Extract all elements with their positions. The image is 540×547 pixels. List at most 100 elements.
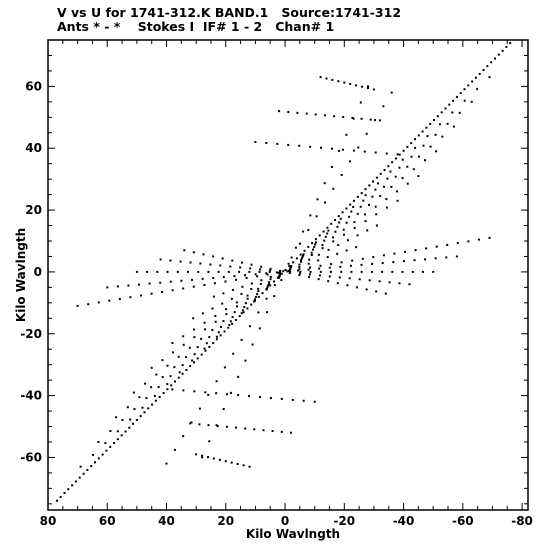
uv-point xyxy=(371,195,374,198)
uv-point xyxy=(150,292,153,295)
uv-point xyxy=(197,270,200,273)
uv-point xyxy=(384,292,387,295)
uv-point xyxy=(382,254,385,257)
uv-point xyxy=(248,270,251,273)
uv-point xyxy=(341,211,344,214)
uv-point xyxy=(391,161,394,164)
uv-point xyxy=(441,135,444,138)
uv-point xyxy=(309,266,311,269)
uv-point xyxy=(501,49,504,52)
uv-point xyxy=(109,445,112,448)
uv-point xyxy=(87,303,90,306)
uv-point xyxy=(290,256,293,259)
uv-point xyxy=(410,142,413,145)
uv-point xyxy=(323,182,326,185)
uv-point xyxy=(358,278,361,281)
uv-point xyxy=(296,111,299,114)
uv-point xyxy=(300,257,303,260)
uv-point xyxy=(456,242,459,245)
uv-point xyxy=(327,229,330,232)
uv-point xyxy=(244,302,247,305)
uv-point xyxy=(298,274,301,276)
uv-point xyxy=(315,241,317,244)
uv-point xyxy=(290,431,292,434)
uv-point xyxy=(299,253,302,256)
uv-point xyxy=(368,279,371,282)
uv-point xyxy=(139,415,142,418)
uv-point xyxy=(326,256,329,259)
uv-point xyxy=(312,248,314,251)
uv-point xyxy=(146,270,149,273)
uv-point xyxy=(222,292,225,295)
uv-point xyxy=(113,442,115,444)
uv-point xyxy=(345,207,348,210)
uv-point xyxy=(145,397,148,400)
uv-point xyxy=(105,449,108,452)
uv-point xyxy=(440,111,443,114)
uv-point xyxy=(332,187,335,190)
uv-point xyxy=(345,249,348,252)
uv-point xyxy=(181,364,184,367)
uv-point xyxy=(375,290,378,293)
uv-point xyxy=(177,355,180,358)
uv-point xyxy=(334,219,336,221)
uv-point xyxy=(422,144,425,147)
uv-point xyxy=(212,342,215,345)
uv-point xyxy=(353,226,356,229)
uv-point xyxy=(319,270,322,273)
uv-point xyxy=(104,442,107,445)
uv-point xyxy=(193,361,195,364)
uv-point xyxy=(332,236,334,239)
uv-point xyxy=(97,441,100,443)
x-tick-label: 80 xyxy=(40,514,57,528)
uv-point xyxy=(236,305,238,308)
uv-point xyxy=(280,397,283,400)
uv-point xyxy=(221,302,224,305)
uv-point xyxy=(280,272,283,275)
uv-point xyxy=(267,284,270,287)
uv-point xyxy=(494,57,496,60)
uv-point xyxy=(268,281,270,284)
uv-point xyxy=(226,393,229,396)
uv-point xyxy=(158,395,161,398)
uv-point xyxy=(155,373,158,376)
uv-point xyxy=(381,270,384,273)
uv-point xyxy=(448,103,451,106)
uv-point xyxy=(382,105,385,108)
uv-point xyxy=(101,453,104,456)
uv-point xyxy=(327,280,330,283)
uv-point xyxy=(147,407,150,410)
uv-point xyxy=(349,83,352,85)
uv-point xyxy=(115,416,118,419)
uv-point xyxy=(236,463,239,465)
uv-point xyxy=(253,298,256,301)
uv-point xyxy=(374,188,377,191)
y-tick-label: -20 xyxy=(20,327,42,341)
uv-point xyxy=(144,382,147,385)
uv-point xyxy=(505,45,508,48)
uv-point xyxy=(132,422,135,425)
uv-point xyxy=(435,150,438,153)
uv-point xyxy=(375,224,378,227)
uv-point xyxy=(244,427,247,430)
uv-point xyxy=(225,313,228,316)
uv-point xyxy=(191,278,193,281)
uv-point xyxy=(414,249,417,252)
uv-point xyxy=(486,65,489,68)
uv-point xyxy=(213,282,216,285)
uv-point xyxy=(215,424,218,427)
uv-point xyxy=(350,210,353,213)
uv-point xyxy=(497,53,500,56)
uv-point xyxy=(208,345,211,348)
uv-point xyxy=(265,288,268,291)
uv-point xyxy=(288,265,291,268)
uv-point xyxy=(266,273,269,276)
uv-point xyxy=(205,342,208,345)
uv-point xyxy=(318,267,321,270)
uv-point xyxy=(434,257,437,260)
uv-point xyxy=(394,175,397,178)
uv-point xyxy=(356,212,359,215)
uv-point xyxy=(185,369,188,371)
uv-point xyxy=(458,111,461,114)
uv-point xyxy=(246,294,249,297)
